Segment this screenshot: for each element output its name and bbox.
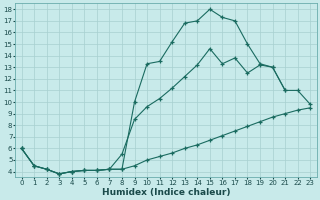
X-axis label: Humidex (Indice chaleur): Humidex (Indice chaleur) — [102, 188, 230, 197]
